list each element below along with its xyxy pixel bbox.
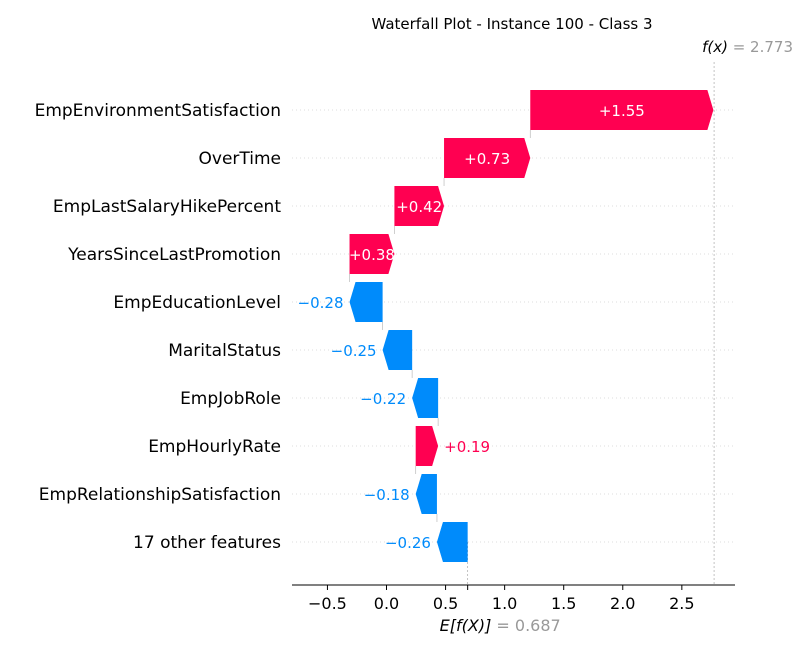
x-tick-label: 2.5 bbox=[669, 594, 694, 613]
ex-equals: = bbox=[491, 616, 515, 635]
feature-name: EmpLastSalaryHikePercent bbox=[53, 197, 281, 217]
feature-name: MaritalStatus bbox=[168, 341, 281, 361]
x-tick-label: 1.0 bbox=[492, 594, 517, 613]
bar-empeducationlevel bbox=[349, 282, 383, 322]
bar-empenvironmentsatisfaction bbox=[530, 90, 714, 130]
feature-name: EmpHourlyRate bbox=[148, 437, 281, 457]
ex-annotation: E[f(X)] = 0.687 bbox=[440, 616, 561, 635]
x-tick-label: 0.5 bbox=[433, 594, 458, 613]
bar-value-label: +0.73 bbox=[464, 150, 510, 168]
bar-overtime bbox=[444, 138, 531, 178]
bar-value-label: +0.42 bbox=[396, 198, 442, 216]
fx-label: f(x) = 2.773 bbox=[702, 38, 793, 56]
fx-equals: = bbox=[728, 38, 750, 56]
bar-value-label: +0.38 bbox=[349, 246, 395, 264]
bar-value-label: +0.19 bbox=[444, 438, 490, 456]
bar-yearssincelastpromotion bbox=[349, 234, 395, 274]
x-tick-label: 0.0 bbox=[374, 594, 399, 613]
x-axis: −0.5 0.0 0.5 1.0 1.5 2.0 2.5 bbox=[292, 584, 735, 613]
ex-label-name: E[f(X)] bbox=[440, 616, 492, 635]
ex-value: 0.687 bbox=[515, 616, 561, 635]
bar-value-label: −0.26 bbox=[385, 534, 431, 552]
bar-value-label: −0.28 bbox=[298, 294, 344, 312]
bar-value-label: −0.25 bbox=[331, 342, 377, 360]
feature-name: YearsSinceLastPromotion bbox=[67, 245, 281, 265]
bar-value-label: −0.18 bbox=[364, 486, 410, 504]
fx-annotation: f(x) = 2.773 bbox=[702, 38, 793, 56]
fx-value: 2.773 bbox=[750, 38, 793, 56]
bar-emphourlyrate bbox=[415, 426, 439, 466]
bar-emprelationshipsatisfaction bbox=[415, 474, 437, 514]
x-tick-label: 1.5 bbox=[551, 594, 576, 613]
bar-value-label: +1.55 bbox=[599, 102, 645, 120]
x-tick-label: −0.5 bbox=[308, 594, 347, 613]
feature-name: 17 other features bbox=[133, 533, 281, 553]
x-tick-label: 2.0 bbox=[610, 594, 635, 613]
feature-name: EmpEnvironmentSatisfaction bbox=[35, 101, 281, 121]
feature-name: OverTime bbox=[199, 149, 282, 169]
rows-group: EmpEnvironmentSatisfaction +1.55 OverTime +… bbox=[35, 62, 735, 585]
bar-emplastsalaryhikepercent bbox=[394, 186, 445, 226]
feature-name: EmpRelationshipSatisfaction bbox=[39, 485, 281, 505]
chart-title: Waterfall Plot - Instance 100 - Class 3 bbox=[371, 15, 652, 33]
bar-value-label: −0.22 bbox=[360, 390, 406, 408]
bar-empjobrole bbox=[412, 378, 439, 418]
fx-label-name: f(x) bbox=[702, 38, 728, 56]
feature-name: EmpJobRole bbox=[180, 389, 281, 409]
feature-name: EmpEducationLevel bbox=[113, 293, 281, 313]
bar-maritalstatus bbox=[382, 330, 413, 370]
bar-17-other-features bbox=[436, 522, 468, 562]
ex-label: E[f(X)] = 0.687 bbox=[440, 616, 561, 635]
